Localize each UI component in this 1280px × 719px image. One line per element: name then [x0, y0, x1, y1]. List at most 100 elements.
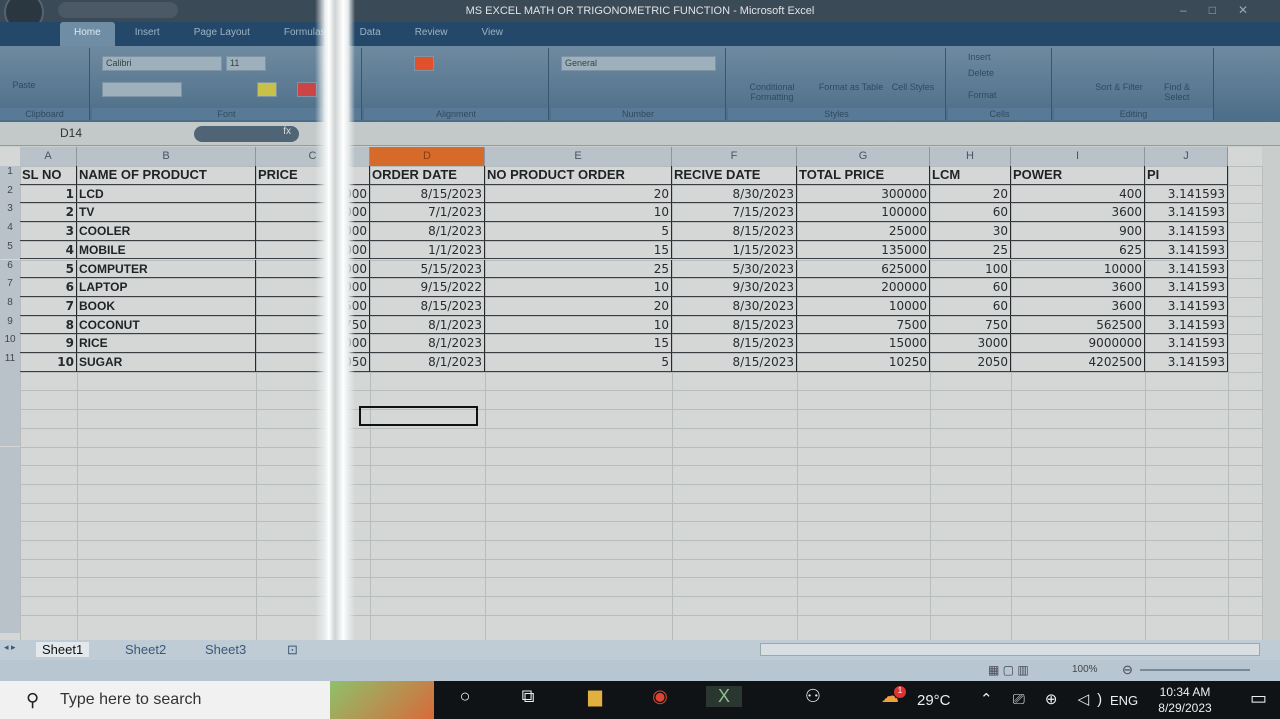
- cell-d10[interactable]: 8/1/2023: [370, 334, 485, 353]
- cell-a6[interactable]: 5: [20, 259, 77, 279]
- cell-d5[interactable]: 1/1/2023: [370, 240, 485, 260]
- selected-cell-d14[interactable]: [359, 406, 478, 426]
- cell-d11[interactable]: 8/1/2023: [370, 353, 485, 372]
- row-header[interactable]: [0, 521, 20, 540]
- fx-icon[interactable]: fx: [194, 126, 299, 142]
- cell-c4[interactable]: 5000: [256, 222, 370, 241]
- align-button[interactable]: [414, 56, 434, 71]
- row-header[interactable]: [0, 502, 20, 522]
- excel-taskbar-icon[interactable]: X: [706, 686, 742, 707]
- cell-b11[interactable]: SUGAR: [77, 353, 256, 372]
- cell-d9[interactable]: 8/1/2023: [370, 315, 485, 335]
- cell-c6[interactable]: 25000: [256, 259, 370, 279]
- cell-h4[interactable]: 30: [930, 222, 1011, 241]
- header-cell-i[interactable]: POWER: [1011, 166, 1145, 185]
- cell-j2[interactable]: 3.141593: [1145, 184, 1228, 204]
- format-cells-button[interactable]: Format: [968, 90, 997, 100]
- column-header-e[interactable]: E: [485, 147, 672, 166]
- cell-b9[interactable]: COCONUT: [77, 315, 256, 335]
- cell-h9[interactable]: 750: [930, 315, 1011, 335]
- sheet-nav-icon[interactable]: ◂ ▸: [4, 642, 16, 652]
- row-header[interactable]: [0, 427, 20, 447]
- cell-f11[interactable]: 8/15/2023: [672, 353, 797, 372]
- cell-e10[interactable]: 15: [485, 334, 672, 353]
- tab-page-layout[interactable]: Page Layout: [193, 27, 250, 38]
- row-header[interactable]: 7: [0, 278, 20, 297]
- delete-cells-button[interactable]: Delete: [968, 68, 995, 78]
- fill-color-button[interactable]: [257, 82, 277, 97]
- insert-sheet-icon[interactable]: ⊡: [287, 642, 298, 657]
- column-header-f[interactable]: F: [672, 147, 797, 166]
- cell-c11[interactable]: 2050: [256, 353, 370, 372]
- cell-e11[interactable]: 5: [485, 353, 672, 372]
- row-header[interactable]: [0, 371, 20, 391]
- cell-f4[interactable]: 8/15/2023: [672, 222, 797, 241]
- cell-j3[interactable]: 3.141593: [1145, 203, 1228, 223]
- cell-b4[interactable]: COOLER: [77, 222, 256, 241]
- row-header[interactable]: [0, 596, 20, 615]
- cell-g2[interactable]: 300000: [797, 184, 930, 204]
- cell-j9[interactable]: 3.141593: [1145, 315, 1228, 335]
- cell-i7[interactable]: 3600: [1011, 278, 1145, 297]
- header-cell-g[interactable]: TOTAL PRICE: [797, 166, 930, 185]
- cell-styles-button[interactable]: Cell Styles: [891, 82, 935, 92]
- cell-c5[interactable]: 9000: [256, 240, 370, 260]
- cell-h8[interactable]: 60: [930, 296, 1011, 316]
- cell-d3[interactable]: 7/1/2023: [370, 203, 485, 223]
- cell-b7[interactable]: LAPTOP: [77, 278, 256, 297]
- conditional-formatting-button[interactable]: Conditional Formatting: [749, 82, 795, 102]
- cell-c10[interactable]: 1000: [256, 334, 370, 353]
- cell-b8[interactable]: BOOK: [77, 296, 256, 316]
- bold-italic-underline-buttons[interactable]: [102, 82, 182, 97]
- cell-i10[interactable]: 9000000: [1011, 334, 1145, 353]
- maximize-icon[interactable]: □: [1208, 3, 1238, 17]
- cell-e7[interactable]: 10: [485, 278, 672, 297]
- column-header-b[interactable]: B: [77, 147, 256, 166]
- cell-i5[interactable]: 625: [1011, 240, 1145, 260]
- cell-i9[interactable]: 562500: [1011, 315, 1145, 335]
- minimize-icon[interactable]: –: [1180, 3, 1209, 17]
- system-tray-icons[interactable]: ⌃ ⎚ ⊕ ◁): [980, 691, 1111, 708]
- cell-g9[interactable]: 7500: [797, 315, 930, 335]
- cell-d6[interactable]: 5/15/2023: [370, 259, 485, 279]
- notifications-icon[interactable]: ▭: [1250, 688, 1268, 708]
- row-header[interactable]: 11: [0, 353, 20, 372]
- cell-h5[interactable]: 25: [930, 240, 1011, 260]
- cell-e4[interactable]: 5: [485, 222, 672, 241]
- cell-a5[interactable]: 4: [20, 240, 77, 260]
- row-header[interactable]: [0, 540, 20, 559]
- cell-a8[interactable]: 7: [20, 296, 77, 316]
- cell-f2[interactable]: 8/30/2023: [672, 184, 797, 204]
- file-explorer-icon[interactable]: ▆: [588, 686, 602, 706]
- cell-a3[interactable]: 2: [20, 203, 77, 223]
- row-header[interactable]: 6: [0, 259, 20, 279]
- cell-d2[interactable]: 8/15/2023: [370, 184, 485, 204]
- row-header[interactable]: [0, 483, 20, 503]
- zoom-slider[interactable]: [1140, 669, 1250, 671]
- cell-c2[interactable]: 15000: [256, 184, 370, 204]
- cell-c9[interactable]: 750: [256, 315, 370, 335]
- row-header[interactable]: 9: [0, 315, 20, 335]
- tab-review[interactable]: Review: [414, 27, 448, 38]
- row-header[interactable]: 2: [0, 184, 20, 204]
- cell-h3[interactable]: 60: [930, 203, 1011, 223]
- cell-g6[interactable]: 625000: [797, 259, 930, 279]
- cell-i6[interactable]: 10000: [1011, 259, 1145, 279]
- cell-i11[interactable]: 4202500: [1011, 353, 1145, 372]
- cell-g8[interactable]: 10000: [797, 296, 930, 316]
- close-icon[interactable]: ✕: [1237, 3, 1270, 17]
- row-header[interactable]: [0, 614, 20, 634]
- tab-data[interactable]: Data: [359, 27, 381, 38]
- cell-g5[interactable]: 135000: [797, 240, 930, 260]
- cell-b6[interactable]: COMPUTER: [77, 259, 256, 279]
- cell-h10[interactable]: 3000: [930, 334, 1011, 353]
- clock[interactable]: 10:34 AM 8/29/2023: [1150, 684, 1220, 716]
- row-header[interactable]: 8: [0, 296, 20, 316]
- cell-g7[interactable]: 200000: [797, 278, 930, 297]
- column-header-g[interactable]: G: [797, 147, 930, 166]
- cell-j11[interactable]: 3.141593: [1145, 353, 1228, 372]
- cell-f6[interactable]: 5/30/2023: [672, 259, 797, 279]
- people-icon[interactable]: ⚇: [804, 686, 822, 706]
- cell-a11[interactable]: 10: [20, 353, 77, 372]
- header-cell-b[interactable]: NAME OF PRODUCT: [77, 166, 256, 185]
